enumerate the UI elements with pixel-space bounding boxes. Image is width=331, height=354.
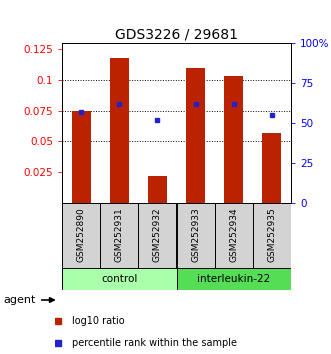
Bar (186, 68, 205, 203)
Bar (110, 58, 129, 203)
Text: GSM252934: GSM252934 (229, 207, 238, 262)
Text: log10 ratio: log10 ratio (72, 316, 124, 326)
Text: GSM252933: GSM252933 (191, 207, 200, 262)
Bar (62, 268, 176, 290)
Bar (224, 76, 243, 203)
Text: GSM252935: GSM252935 (267, 207, 276, 262)
Text: GSM252931: GSM252931 (115, 207, 124, 262)
Text: GSM252890: GSM252890 (76, 207, 86, 262)
Text: control: control (101, 274, 137, 284)
Bar (253, 203, 291, 268)
Title: GDS3226 / 29681: GDS3226 / 29681 (115, 28, 238, 42)
Bar (71, 111, 91, 203)
Bar (138, 203, 176, 268)
Bar (148, 176, 167, 203)
Bar (262, 133, 281, 203)
Text: agent: agent (3, 295, 36, 305)
Bar (62, 203, 100, 268)
Bar (215, 203, 253, 268)
Bar (176, 268, 291, 290)
Bar (176, 203, 215, 268)
Bar (100, 203, 138, 268)
Text: percentile rank within the sample: percentile rank within the sample (72, 338, 237, 348)
Text: interleukin-22: interleukin-22 (197, 274, 270, 284)
Text: GSM252932: GSM252932 (153, 207, 162, 262)
